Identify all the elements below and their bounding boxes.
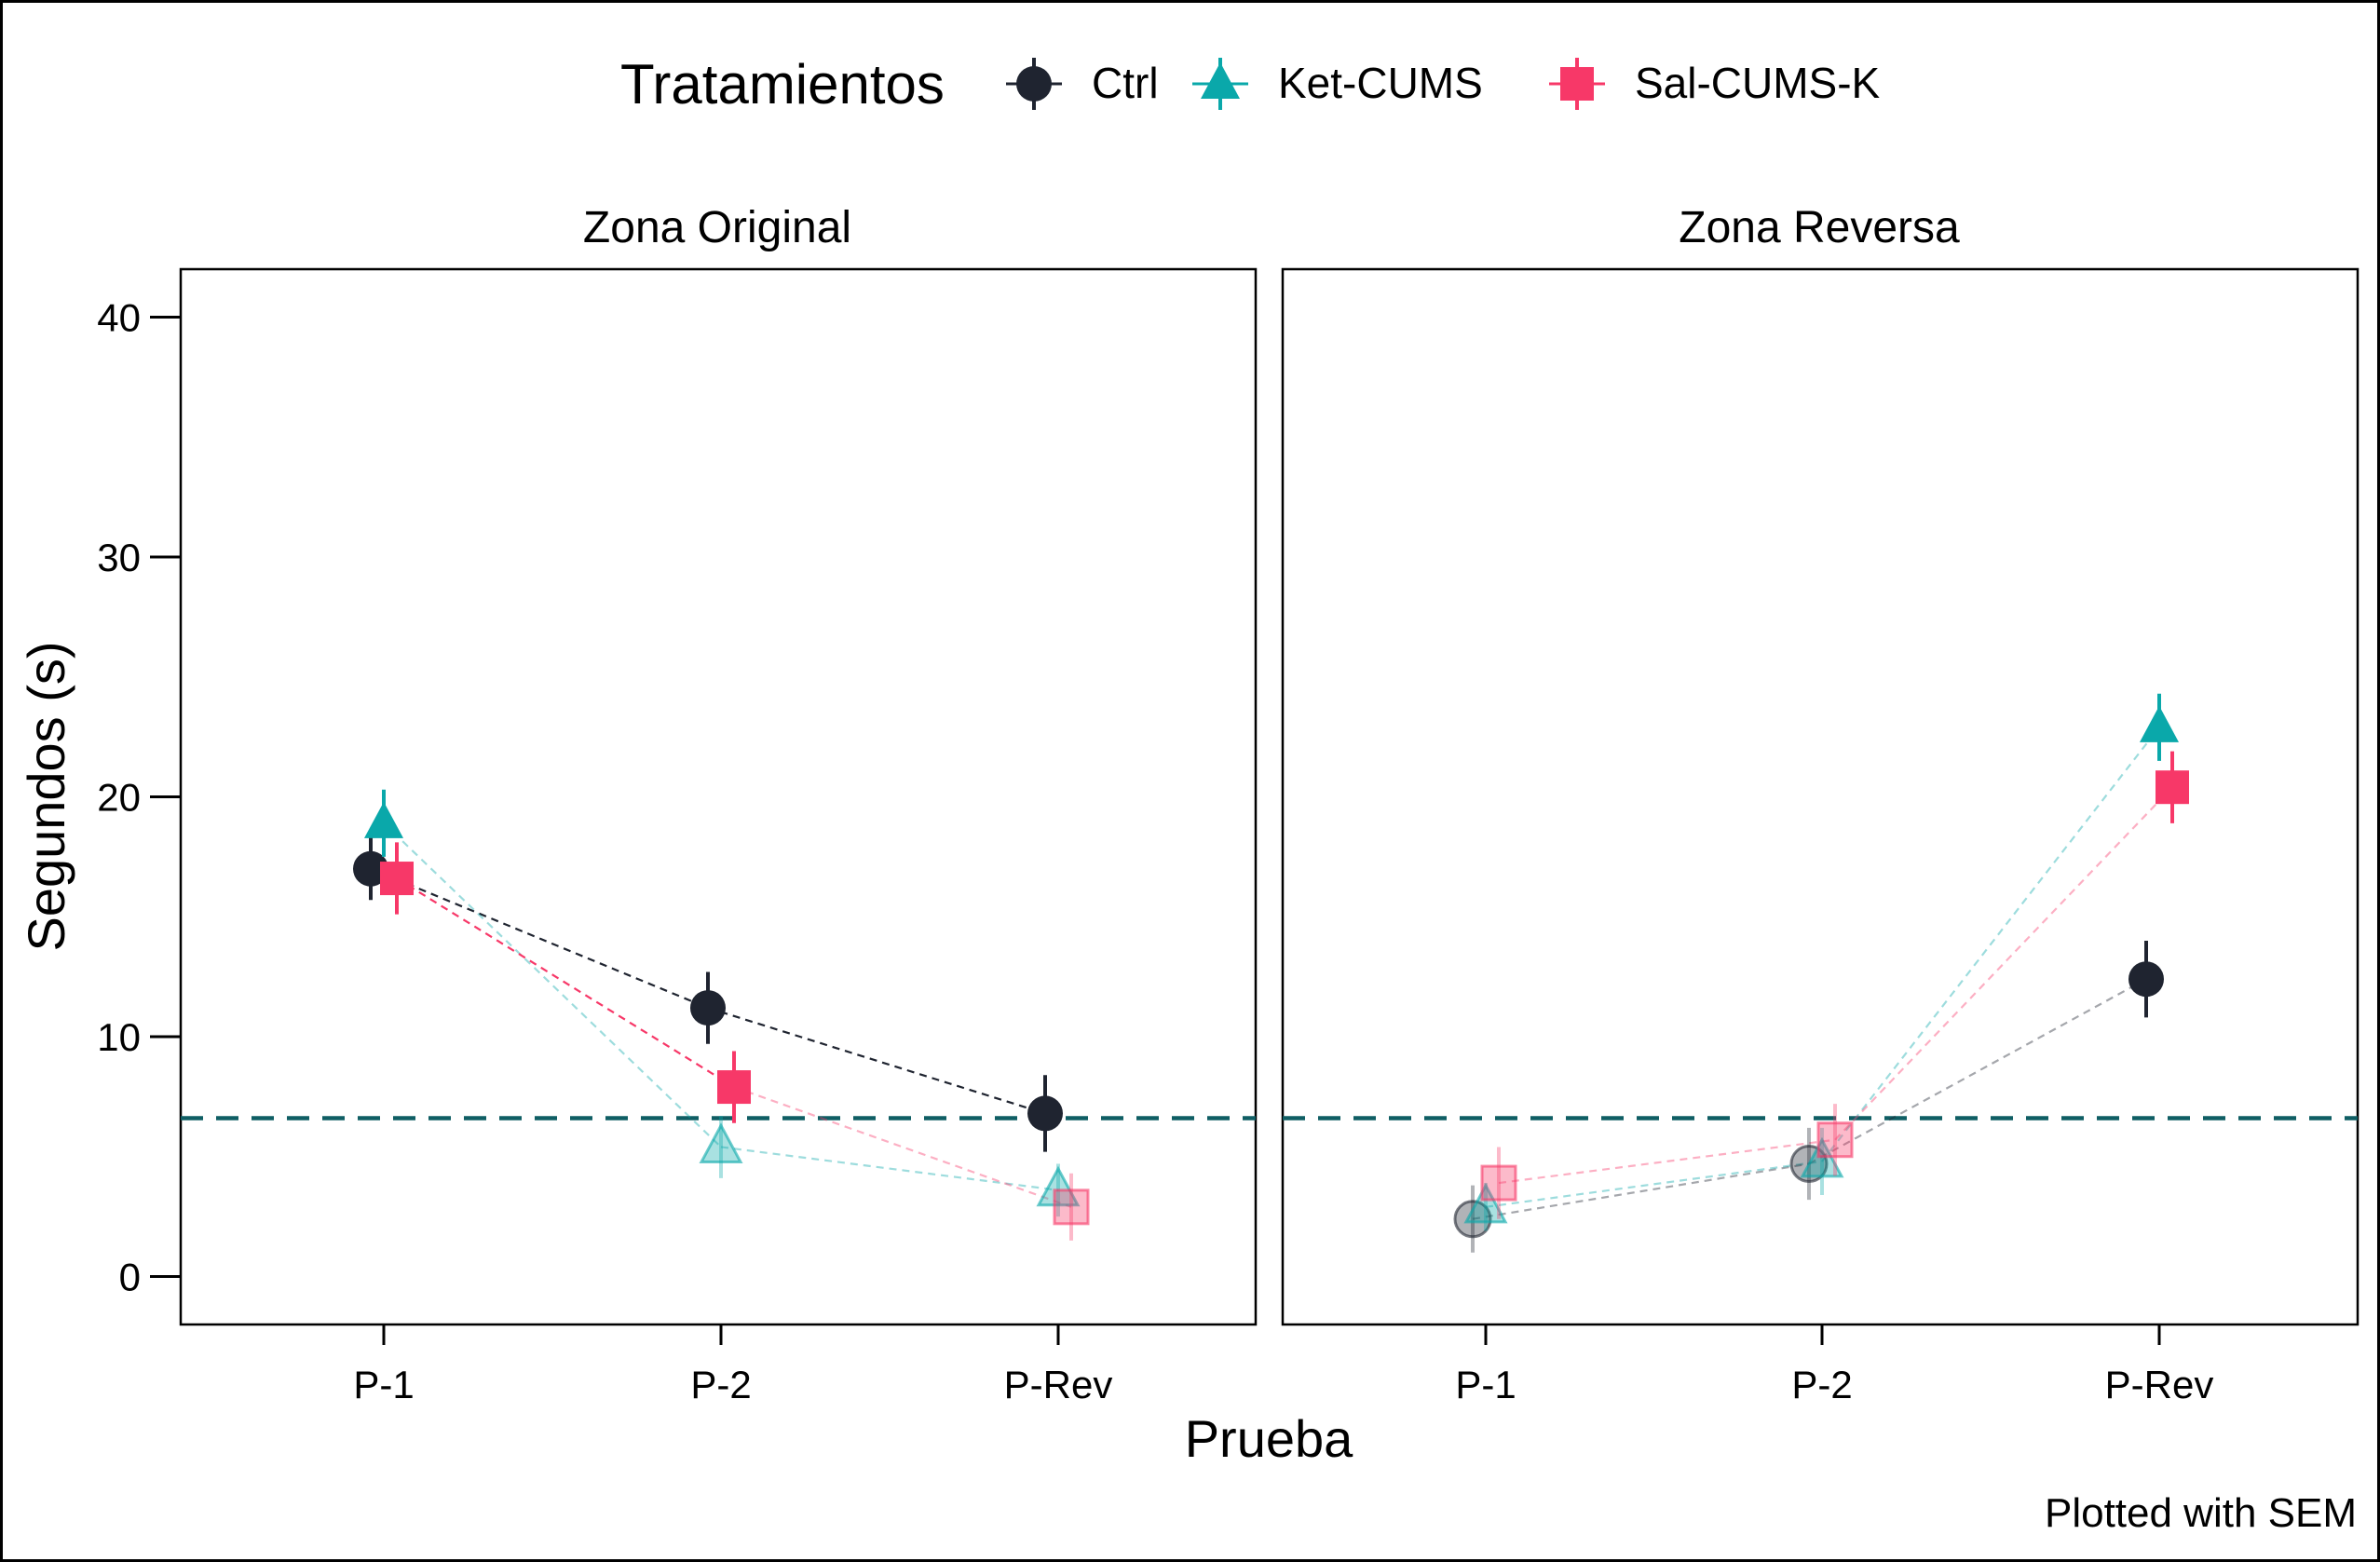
data-point-square (1816, 1121, 1854, 1159)
data-point-group (1816, 1104, 1854, 1176)
legend: Tratamientos Ctrl Ket-CUMS Sal-CUMS-K (620, 53, 1881, 115)
data-point-group (1800, 1127, 1844, 1195)
data-point-circle (690, 990, 726, 1026)
data-point-group (699, 1115, 743, 1178)
data-point-triangle (699, 1122, 743, 1163)
x-tick-label: P-1 (353, 1363, 414, 1406)
legend-label: Ctrl (1092, 59, 1159, 107)
data-point-group (380, 842, 414, 915)
panel-frame (1281, 267, 2360, 1326)
data-point-group (717, 1051, 751, 1123)
data-point-circle (2128, 961, 2164, 998)
x-tick-label: P-Rev (2105, 1363, 2214, 1406)
y-axis-title: Segundos (s) (17, 641, 75, 951)
series-layer (353, 693, 2189, 1253)
series-connector (1821, 727, 2160, 1162)
x-tick-label: P-Rev (1004, 1363, 1113, 1406)
x-axis: P-1 P-2 P-Rev P-1 P-2 P-Rev (353, 1324, 2213, 1406)
data-point-group (2128, 941, 2164, 1018)
data-point-circle (1027, 1095, 1063, 1132)
panel-frame (179, 267, 1258, 1326)
data-point-square (1480, 1164, 1517, 1202)
data-point-group (690, 971, 726, 1044)
data-point-triangle (2140, 705, 2179, 742)
y-axis: 0 10 20 30 40 (97, 296, 181, 1299)
data-point-square (2156, 770, 2189, 805)
data-point-group (1053, 1173, 1090, 1241)
y-tick-label: 10 (97, 1015, 141, 1059)
data-point-group (1027, 1075, 1063, 1152)
data-point-circle (353, 850, 388, 887)
data-point-square (380, 862, 414, 896)
panel-zona-reversa: Zona Reversa (1281, 203, 2360, 1326)
y-tick-label: 20 (97, 776, 141, 820)
data-point-group (1453, 1185, 1492, 1253)
data-point-group (2140, 693, 2179, 761)
caption: Plotted with SEM (2045, 1490, 2357, 1536)
data-point-circle (1016, 66, 1052, 102)
x-tick-label: P-2 (690, 1363, 751, 1406)
legend-label: Sal-CUMS-K (1635, 59, 1881, 107)
series-connector (1498, 1138, 1836, 1185)
data-point-triangle (1201, 62, 1240, 99)
series-connector (1485, 1160, 1823, 1208)
data-point-circle (1453, 1200, 1492, 1239)
x-tick-label: P-2 (1791, 1363, 1852, 1406)
series-connector (383, 822, 722, 1148)
series-connector (720, 1146, 1059, 1191)
series-connector (370, 867, 709, 1010)
series-connector (1472, 1162, 1810, 1220)
legend-title: Tratamientos (620, 53, 945, 115)
data-point-triangle (1463, 1182, 1508, 1224)
data-point-triangle (364, 801, 403, 838)
x-tick-label: P-1 (1455, 1363, 1516, 1406)
y-tick-label: 40 (97, 296, 141, 340)
panel-title: Zona Reversa (1679, 203, 1960, 252)
series-connector (1834, 786, 2173, 1141)
series-connector (396, 877, 735, 1089)
chart-canvas: Tratamientos Ctrl Ket-CUMS Sal-CUMS-K Zona… (17, 53, 2360, 1536)
panel-title: Zona Original (583, 203, 851, 252)
y-tick-label: 30 (97, 536, 141, 579)
data-point-group (1480, 1147, 1517, 1219)
data-point-square (1560, 67, 1594, 101)
y-tick-label: 0 (119, 1256, 141, 1299)
series-connector (707, 1007, 1046, 1115)
x-axis-title: Prueba (1185, 1409, 1353, 1468)
legend-items: Ctrl Ket-CUMS Sal-CUMS-K (1006, 58, 1881, 110)
data-point-group (2156, 751, 2189, 823)
series-connector (1808, 978, 2147, 1165)
data-point-square (717, 1070, 751, 1105)
data-point-group (1463, 1182, 1508, 1231)
data-point-group (353, 837, 388, 901)
data-point-triangle (1800, 1136, 1844, 1178)
data-point-triangle (1036, 1165, 1081, 1207)
data-point-square (1053, 1188, 1090, 1226)
legend-label: Ket-CUMS (1278, 59, 1483, 107)
data-point-group (364, 789, 403, 857)
